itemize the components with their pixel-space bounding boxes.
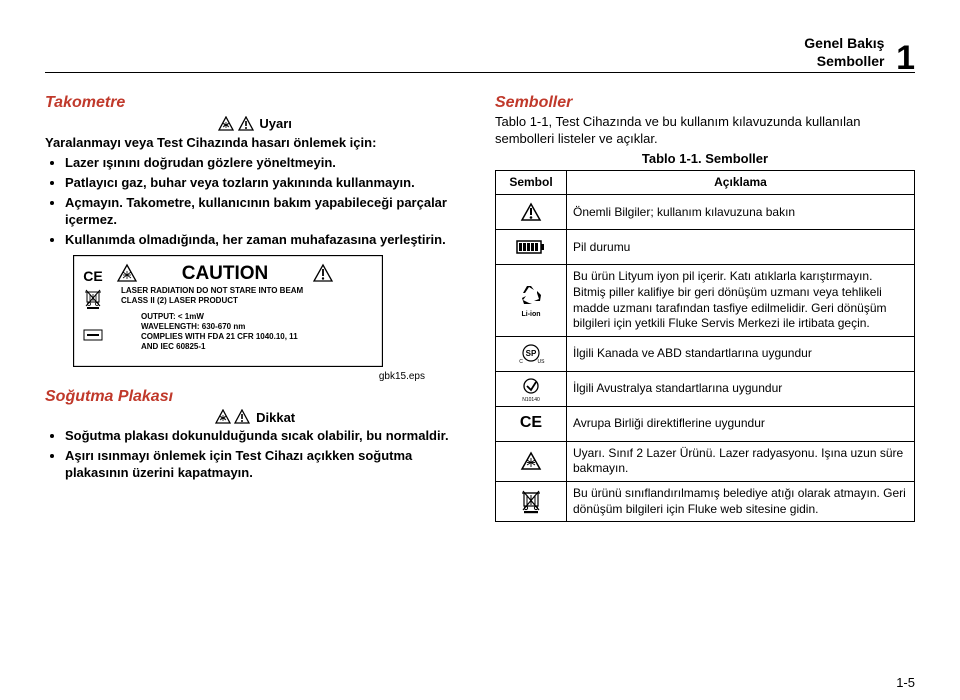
svg-text:SP: SP (526, 349, 537, 358)
laser-icon (218, 116, 234, 132)
laser-icon (215, 409, 231, 425)
table-desc: İlgili Avustralya standartlarına uygundu… (567, 371, 915, 406)
dikkat-header: Dikkat (45, 409, 465, 426)
dikkat-bullets: Soğutma plakası dokunulduğunda sıcak ola… (45, 428, 465, 482)
table-desc: Önemli Bilgiler; kullanım kılavuzuna bak… (567, 195, 915, 230)
content-columns: Takometre Uyarı Yaralanmayı veya Test Ci… (45, 91, 915, 522)
warning-header: Uyarı (45, 115, 465, 132)
svg-text:AND IEC 60825-1: AND IEC 60825-1 (141, 342, 206, 351)
right-column: Semboller Tablo 1-1, Test Cihazında ve b… (495, 91, 915, 522)
header-line1: Genel Bakış (804, 35, 884, 51)
table-row: Bu ürünü sınıflandırılmamış belediye atı… (496, 481, 915, 521)
warning-triangle-icon (496, 195, 567, 230)
svg-text:WAVELENGTH: 630-670 nm: WAVELENGTH: 630-670 nm (141, 322, 245, 331)
list-item: Lazer ışınını doğrudan gözlere yöneltmey… (65, 155, 465, 172)
symbols-table: Sembol Açıklama Önemli Bilgiler; kullanı… (495, 170, 915, 522)
section-number: 1 (896, 43, 915, 74)
table-row: Pil durumu (496, 230, 915, 265)
list-item: Patlayıcı gaz, buhar veya tozların yakın… (65, 175, 465, 192)
table-row: N10140 İlgili Avustralya standartlarına … (496, 371, 915, 406)
th-symbol: Sembol (496, 170, 567, 195)
list-item: Soğutma plakası dokunulduğunda sıcak ola… (65, 428, 465, 445)
list-item: Aşırı ısınmayı önlemek için Test Cihazı … (65, 448, 465, 482)
rcm-icon: N10140 (496, 371, 567, 406)
warning-icon (234, 409, 250, 425)
dikkat-label: Dikkat (256, 410, 295, 425)
takometre-title: Takometre (45, 94, 465, 112)
svg-text:US: US (538, 359, 546, 365)
semboller-title: Semboller (495, 94, 915, 112)
header-line2: Semboller (817, 53, 885, 69)
table-desc: Bu ürün Lityum iyon pil içerir. Katı atı… (567, 265, 915, 336)
svg-text:C: C (519, 359, 523, 365)
warning-bullets: Lazer ışınını doğrudan gözlere yöneltmey… (45, 155, 465, 248)
table-row: Li-ion Bu ürün Lityum iyon pil içerir. K… (496, 265, 915, 336)
sogutma-title: Soğutma Plakası (45, 388, 465, 406)
table-row: CE Avrupa Birliği direktiflerine uygundu… (496, 406, 915, 441)
table-desc: Pil durumu (567, 230, 915, 265)
list-item: Açmayın. Takometre, kullanıcının bakım y… (65, 195, 465, 229)
th-desc: Açıklama (567, 170, 915, 195)
battery-icon (496, 230, 567, 265)
svg-text:COMPLIES WITH FDA 21 CFR 1040.: COMPLIES WITH FDA 21 CFR 1040.10, 11 (141, 332, 298, 341)
list-item: Kullanımda olmadığında, her zaman muhafa… (65, 232, 465, 249)
laser-class2-icon (496, 441, 567, 481)
table-desc: Bu ürünü sınıflandırılmamış belediye atı… (567, 481, 915, 521)
table-row: Önemli Bilgiler; kullanım kılavuzuna bak… (496, 195, 915, 230)
page-header: Genel Bakış Semboller 1 (45, 35, 915, 73)
svg-text:N10140: N10140 (522, 397, 540, 402)
lead-text-1: Yaralanmayı veya Test Cihazında hasarı ö… (45, 135, 465, 152)
semboller-intro: Tablo 1-1, Test Cihazında ve bu kullanım… (495, 114, 915, 148)
table-desc: İlgili Kanada ve ABD standartlarına uygu… (567, 336, 915, 371)
weee-bin-icon (496, 481, 567, 521)
svg-text:Li-ion: Li-ion (521, 311, 540, 318)
warning-label: Uyarı (259, 116, 292, 131)
csa-icon: SPC US (496, 336, 567, 371)
table-desc: Avrupa Birliği direktiflerine uygundur (567, 406, 915, 441)
table-desc: Uyarı. Sınıf 2 Lazer Ürünü. Lazer radyas… (567, 441, 915, 481)
svg-text:CAUTION: CAUTION (182, 263, 269, 284)
svg-text:CLASS II (2) LASER PRODUCT: CLASS II (2) LASER PRODUCT (121, 296, 238, 305)
page-number: 1-5 (896, 675, 915, 690)
warning-icon (238, 116, 254, 132)
table-row: SPC US İlgili Kanada ve ABD standartların… (496, 336, 915, 371)
table-row: Uyarı. Sınıf 2 Lazer Ürünü. Lazer radyas… (496, 441, 915, 481)
svg-text:CE: CE (83, 268, 102, 284)
ce-icon: CE (496, 406, 567, 441)
liion-recycling-icon: Li-ion (496, 265, 567, 336)
table-caption: Tablo 1-1. Semboller (495, 151, 915, 166)
left-column: Takometre Uyarı Yaralanmayı veya Test Ci… (45, 91, 465, 522)
svg-text:OUTPUT: < 1mW: OUTPUT: < 1mW (141, 312, 204, 321)
svg-text:LASER RADIATION DO NOT STARE I: LASER RADIATION DO NOT STARE INTO BEAM (121, 286, 304, 295)
caution-label-box: CE (73, 255, 383, 367)
eps-label: gbk15.eps (45, 371, 425, 382)
